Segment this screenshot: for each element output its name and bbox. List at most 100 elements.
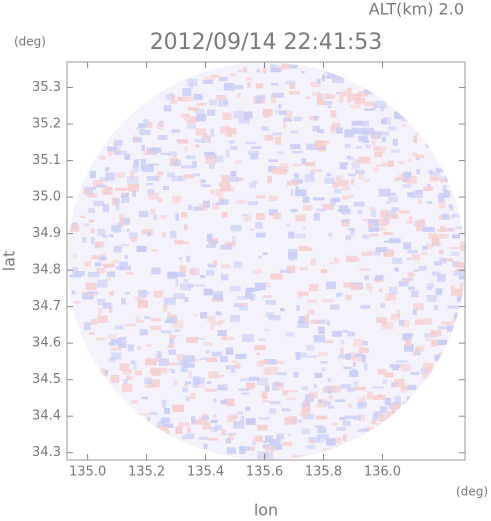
speckle <box>275 360 285 365</box>
speckle <box>257 451 268 459</box>
speckle <box>309 172 315 175</box>
y-tick-label: 35.3 <box>32 80 61 95</box>
speckle <box>351 368 357 372</box>
speckle <box>320 361 328 364</box>
speckle <box>316 78 321 85</box>
speckle <box>279 162 289 168</box>
speckle <box>290 130 299 134</box>
speckle <box>255 222 263 229</box>
speckle <box>158 358 169 366</box>
speckle <box>366 282 372 291</box>
speckle <box>151 318 161 322</box>
speckle <box>157 198 163 203</box>
speckle <box>191 416 196 424</box>
speckle <box>272 168 280 174</box>
speckle <box>407 286 415 291</box>
speckle <box>455 226 465 230</box>
speckle <box>114 187 127 192</box>
speckle <box>140 158 146 166</box>
speckle <box>437 273 446 282</box>
speckle <box>313 384 318 388</box>
speckle <box>365 144 371 149</box>
speckle <box>334 399 343 403</box>
speckle <box>133 159 139 167</box>
speckle <box>372 386 384 389</box>
speckle <box>285 80 296 85</box>
speckle <box>265 445 275 453</box>
speckle <box>361 354 366 363</box>
speckle <box>384 372 394 378</box>
speckle <box>372 396 377 400</box>
speckle <box>186 336 199 343</box>
speckle <box>292 455 305 459</box>
speckle <box>335 127 343 134</box>
speckle <box>276 166 288 175</box>
speckle <box>245 382 255 390</box>
speckle <box>111 259 119 264</box>
speckle <box>436 176 446 180</box>
speckle <box>157 171 164 176</box>
speckle <box>203 288 213 296</box>
speckle <box>401 123 408 128</box>
speckle <box>159 426 169 432</box>
speckle <box>199 357 207 360</box>
speckle <box>161 423 174 429</box>
speckle <box>350 93 362 101</box>
speckle <box>431 271 440 276</box>
speckle <box>203 76 216 81</box>
speckle <box>193 139 206 143</box>
speckle <box>237 93 241 98</box>
speckle <box>236 296 247 300</box>
speckle <box>306 344 315 351</box>
speckle <box>344 129 355 138</box>
speckle <box>220 184 231 192</box>
speckle <box>296 304 300 311</box>
speckle <box>115 172 126 178</box>
speckle <box>400 118 412 122</box>
speckle <box>193 379 201 385</box>
speckle <box>358 172 364 180</box>
speckle <box>290 189 294 197</box>
speckle <box>358 414 366 421</box>
speckle <box>97 228 106 237</box>
speckle <box>317 434 329 439</box>
speckle <box>240 446 251 451</box>
speckle <box>179 257 183 260</box>
speckle <box>414 350 421 356</box>
speckle <box>162 399 167 408</box>
speckle <box>221 175 230 183</box>
speckle <box>84 223 89 227</box>
speckle <box>250 228 255 231</box>
speckle <box>453 271 465 276</box>
speckle <box>310 258 316 266</box>
speckle <box>103 373 107 376</box>
speckle <box>345 294 352 301</box>
speckle <box>199 311 208 319</box>
speckle <box>93 179 104 187</box>
speckle <box>141 229 154 235</box>
speckle <box>88 271 100 278</box>
speckle <box>285 332 294 337</box>
speckle <box>358 91 369 97</box>
speckle <box>412 152 417 156</box>
speckle <box>134 296 145 301</box>
speckle <box>184 146 188 153</box>
speckle <box>221 274 229 281</box>
speckle <box>339 163 347 170</box>
speckle <box>301 406 311 414</box>
speckle <box>358 398 366 403</box>
speckle <box>242 214 249 217</box>
speckle <box>179 265 187 273</box>
speckle <box>282 63 290 69</box>
speckle <box>241 392 250 395</box>
speckle <box>408 158 412 162</box>
speckle <box>249 182 256 189</box>
speckle <box>120 217 130 225</box>
speckle <box>185 396 191 402</box>
speckle <box>378 288 383 293</box>
speckle <box>261 126 269 132</box>
speckle <box>268 165 276 173</box>
speckle <box>413 135 418 143</box>
speckle <box>323 141 328 146</box>
speckle <box>346 255 358 263</box>
